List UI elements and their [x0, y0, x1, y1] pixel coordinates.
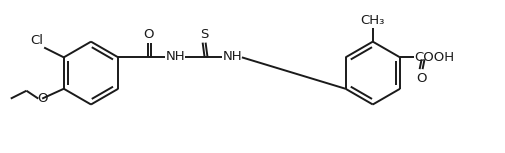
Text: S: S: [200, 28, 209, 41]
Text: NH: NH: [222, 50, 241, 63]
Text: NH: NH: [165, 50, 185, 63]
Text: Cl: Cl: [30, 34, 43, 47]
Text: O: O: [416, 72, 426, 85]
Text: CH₃: CH₃: [360, 14, 384, 27]
Text: O: O: [37, 92, 47, 105]
Text: O: O: [143, 28, 154, 41]
Text: COOH: COOH: [414, 51, 454, 64]
